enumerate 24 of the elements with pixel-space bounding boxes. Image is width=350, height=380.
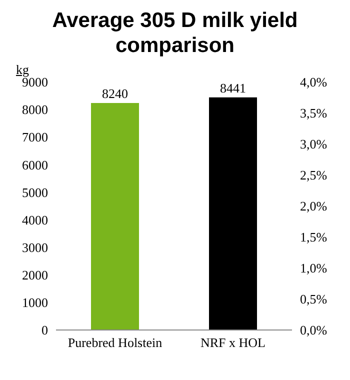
chart-title: Average 305 D milk yield comparison — [51, 8, 299, 58]
y2-tick-label: 1,0% — [300, 260, 328, 276]
data-label: 8240 — [102, 86, 128, 101]
y-tick-label: 5000 — [22, 184, 48, 200]
data-label: 8441 — [220, 80, 246, 96]
y-tick-label: 2000 — [22, 268, 48, 283]
y2-tick-label: 0,5% — [300, 292, 328, 307]
y-tick-label: 1000 — [22, 295, 48, 310]
y2-tick-label: 0,0% — [300, 322, 328, 338]
y-tick-label: 7000 — [22, 130, 48, 145]
y2-tick-label: 2,5% — [300, 168, 328, 183]
y2-tick-label: 4,0% — [300, 74, 328, 90]
y-tick-label: 4000 — [22, 212, 48, 228]
y2-tick-label: 3,5% — [300, 106, 328, 121]
y-tick-label: 6000 — [22, 157, 48, 172]
y-tick-label: 0 — [42, 322, 48, 338]
y2-tick-label: 1,5% — [300, 230, 328, 245]
x-tick-label: NRF x HOL — [200, 335, 266, 350]
y-axis-title: kg — [16, 62, 29, 78]
x-tick-label: Purebred Holstein — [68, 335, 163, 350]
y2-tick-label: 3,0% — [300, 136, 328, 152]
y-tick-label: 8000 — [22, 102, 48, 118]
y-tick-label: 3000 — [22, 240, 48, 255]
y2-tick-label: 2,0% — [300, 198, 328, 214]
